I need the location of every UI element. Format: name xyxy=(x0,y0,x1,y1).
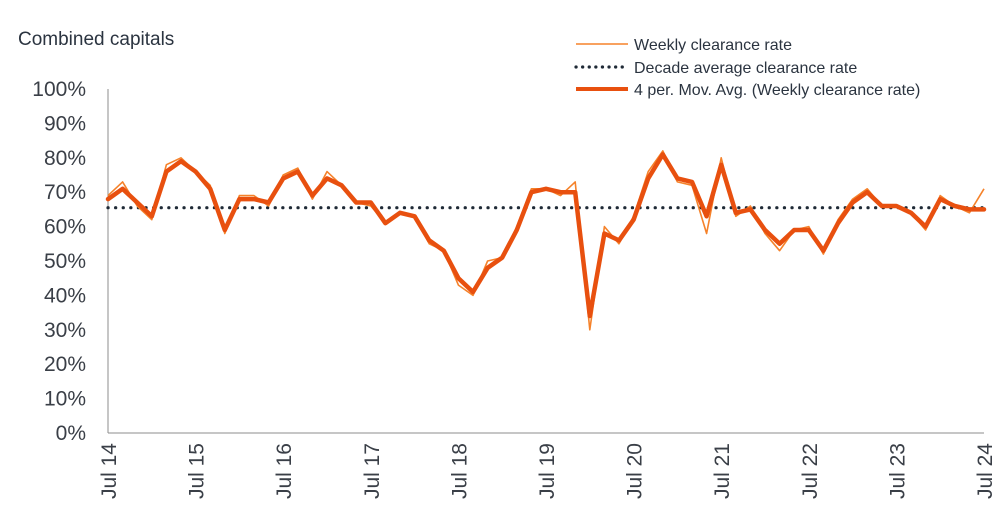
chart-title: Combined capitals xyxy=(18,29,174,50)
y-tick-label: 60% xyxy=(44,216,86,239)
series-line-weekly-clearance-rate xyxy=(107,150,985,331)
y-tick-label: 20% xyxy=(44,353,86,376)
legend-label-weekly: Weekly clearance rate xyxy=(634,37,792,54)
y-tick-label: 30% xyxy=(44,319,86,342)
x-tick-label: Jul 23 xyxy=(886,443,909,499)
y-tick-label: 90% xyxy=(44,112,86,135)
y-tick-label: 100% xyxy=(32,78,86,101)
x-tick-label: Jul 16 xyxy=(273,443,296,499)
x-tick-label: Jul 18 xyxy=(448,443,471,499)
y-tick-label: 80% xyxy=(44,147,86,170)
y-tick-label: 10% xyxy=(44,388,86,411)
x-tick-label: Jul 14 xyxy=(98,443,121,499)
series-layer xyxy=(105,150,987,331)
axes xyxy=(107,89,984,434)
legend: Weekly clearance rate Decade average cle… xyxy=(574,37,920,99)
x-axis-ticks: Jul 14 Jul 15 Jul 16 Jul 17 Jul 18 Jul 19 Jul … xyxy=(98,443,997,499)
y-axis-ticks: 0% 10% 20% 30% 40% 50% 60% 70% 80% 90% 100% xyxy=(32,78,86,445)
y-tick-label: 70% xyxy=(44,181,86,204)
x-tick-label: Jul 15 xyxy=(186,443,209,499)
x-tick-label: Jul 24 xyxy=(974,443,997,499)
legend-label-moving-average: 4 per. Mov. Avg. (Weekly clearance rate) xyxy=(634,82,920,99)
y-tick-label: 0% xyxy=(56,422,86,445)
x-tick-label: Jul 19 xyxy=(536,443,559,499)
series-line-moving-average xyxy=(105,152,987,319)
x-tick-label: Jul 17 xyxy=(361,443,384,499)
legend-label-decade-average: Decade average clearance rate xyxy=(634,60,857,77)
x-tick-label: Jul 20 xyxy=(624,443,647,499)
y-tick-label: 40% xyxy=(44,284,86,307)
x-tick-label: Jul 21 xyxy=(711,443,734,499)
y-tick-label: 50% xyxy=(44,250,86,273)
x-tick-label: Jul 22 xyxy=(799,443,822,499)
